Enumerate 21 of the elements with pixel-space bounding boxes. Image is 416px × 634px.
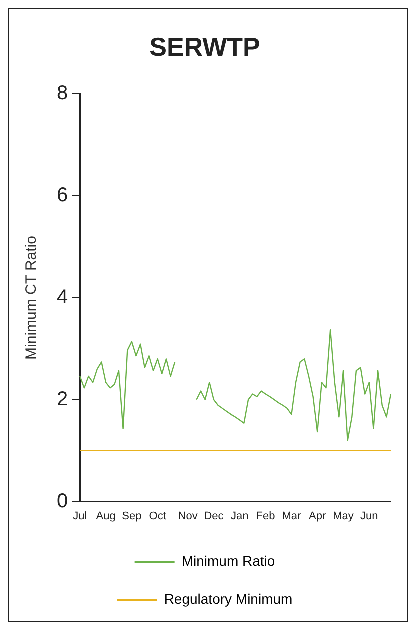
y-tick-label: 4 [57,286,68,309]
legend-label: Regulatory Minimum [164,590,293,607]
y-tick-label: 2 [57,388,68,410]
x-tick-label: Jul [73,510,88,522]
x-tick-label: May [333,510,354,522]
x-tick-label: Nov [178,510,198,522]
x-tick-label: Feb [256,510,276,522]
x-tick-label: Mar [282,510,302,522]
y-tick-label: 6 [57,184,68,207]
y-tick-label: 0 [57,490,68,512]
y-axis-title: Minimum CT Ratio [23,236,40,360]
x-tick-label: Jun [360,510,378,522]
legend-label: Minimum Ratio [182,552,276,569]
x-tick-label: Apr [309,510,326,522]
x-tick-label: Dec [204,510,224,522]
chart-title: SERWTP [150,32,260,62]
x-tick-label: Jan [231,510,249,522]
x-tick-label: Sep [122,510,142,522]
y-tick-label: 8 [57,82,68,105]
x-tick-label: Aug [96,510,116,522]
x-tick-label: Oct [149,510,166,522]
